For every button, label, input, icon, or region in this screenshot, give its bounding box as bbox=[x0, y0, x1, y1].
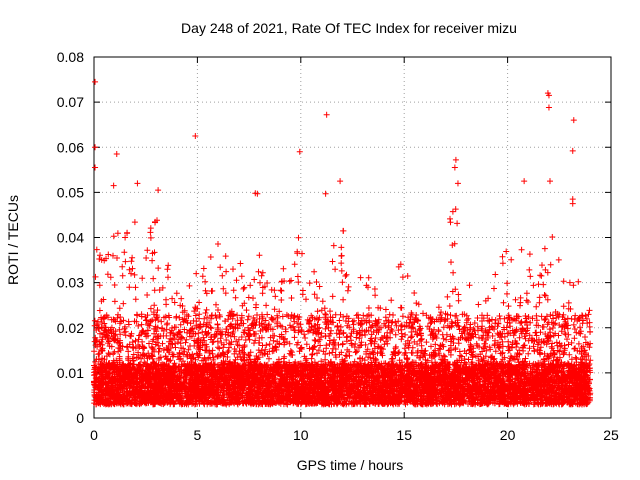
data-point-outlier bbox=[451, 164, 458, 171]
axis-ticks: 0 5 10 15 20 25 0 0.01 0.02 0.03 0.04 0.05 0.06 0.07 0… bbox=[57, 49, 619, 443]
data-point-outlier bbox=[254, 190, 261, 197]
data-point-outlier bbox=[570, 117, 577, 124]
data-points-band bbox=[91, 206, 594, 408]
y-tick-label: 0.07 bbox=[57, 94, 84, 110]
x-tick-label: 20 bbox=[500, 427, 516, 443]
data-point-outlier bbox=[92, 144, 99, 151]
x-axis-label: GPS time / hours bbox=[297, 457, 404, 473]
data-point-outlier bbox=[521, 178, 528, 185]
y-tick-label: 0.08 bbox=[57, 49, 84, 65]
data-point-outlier bbox=[92, 164, 99, 171]
y-tick-label: 0.03 bbox=[57, 275, 84, 291]
data-point-outlier bbox=[92, 78, 99, 85]
data-point-outlier bbox=[192, 132, 199, 139]
y-tick-label: 0.01 bbox=[57, 365, 84, 381]
data-point-outlier bbox=[113, 151, 120, 158]
data-points bbox=[91, 78, 594, 408]
x-tick-label: 5 bbox=[194, 427, 202, 443]
data-point-outlier bbox=[546, 178, 553, 185]
y-tick-label: 0.02 bbox=[57, 320, 84, 336]
x-tick-label: 25 bbox=[603, 427, 619, 443]
data-point-outlier bbox=[323, 111, 330, 118]
x-tick-label: 0 bbox=[90, 427, 98, 443]
data-point-outlier bbox=[322, 190, 329, 197]
y-axis-label: ROTI / TECUs bbox=[5, 195, 21, 285]
y-tick-label: 0.04 bbox=[57, 230, 84, 246]
data-point-outlier bbox=[110, 182, 117, 189]
chart-title: Day 248 of 2021, Rate Of TEC Index for r… bbox=[181, 20, 517, 36]
x-tick-label: 10 bbox=[293, 427, 309, 443]
x-tick-label: 15 bbox=[396, 427, 412, 443]
data-point-outlier bbox=[569, 147, 576, 154]
data-point-outlier bbox=[337, 178, 344, 185]
data-point-outlier bbox=[545, 104, 552, 111]
data-point-outlier bbox=[545, 92, 552, 99]
y-tick-label: 0.05 bbox=[57, 184, 84, 200]
data-point-outlier bbox=[452, 156, 459, 163]
data-point-outlier bbox=[296, 148, 303, 155]
data-point-outlier bbox=[569, 200, 576, 207]
data-point-outlier bbox=[155, 187, 162, 194]
y-tick-label: 0 bbox=[76, 410, 84, 426]
y-tick-label: 0.06 bbox=[57, 139, 84, 155]
data-point-outlier bbox=[454, 180, 461, 187]
data-point-outlier bbox=[134, 180, 141, 187]
